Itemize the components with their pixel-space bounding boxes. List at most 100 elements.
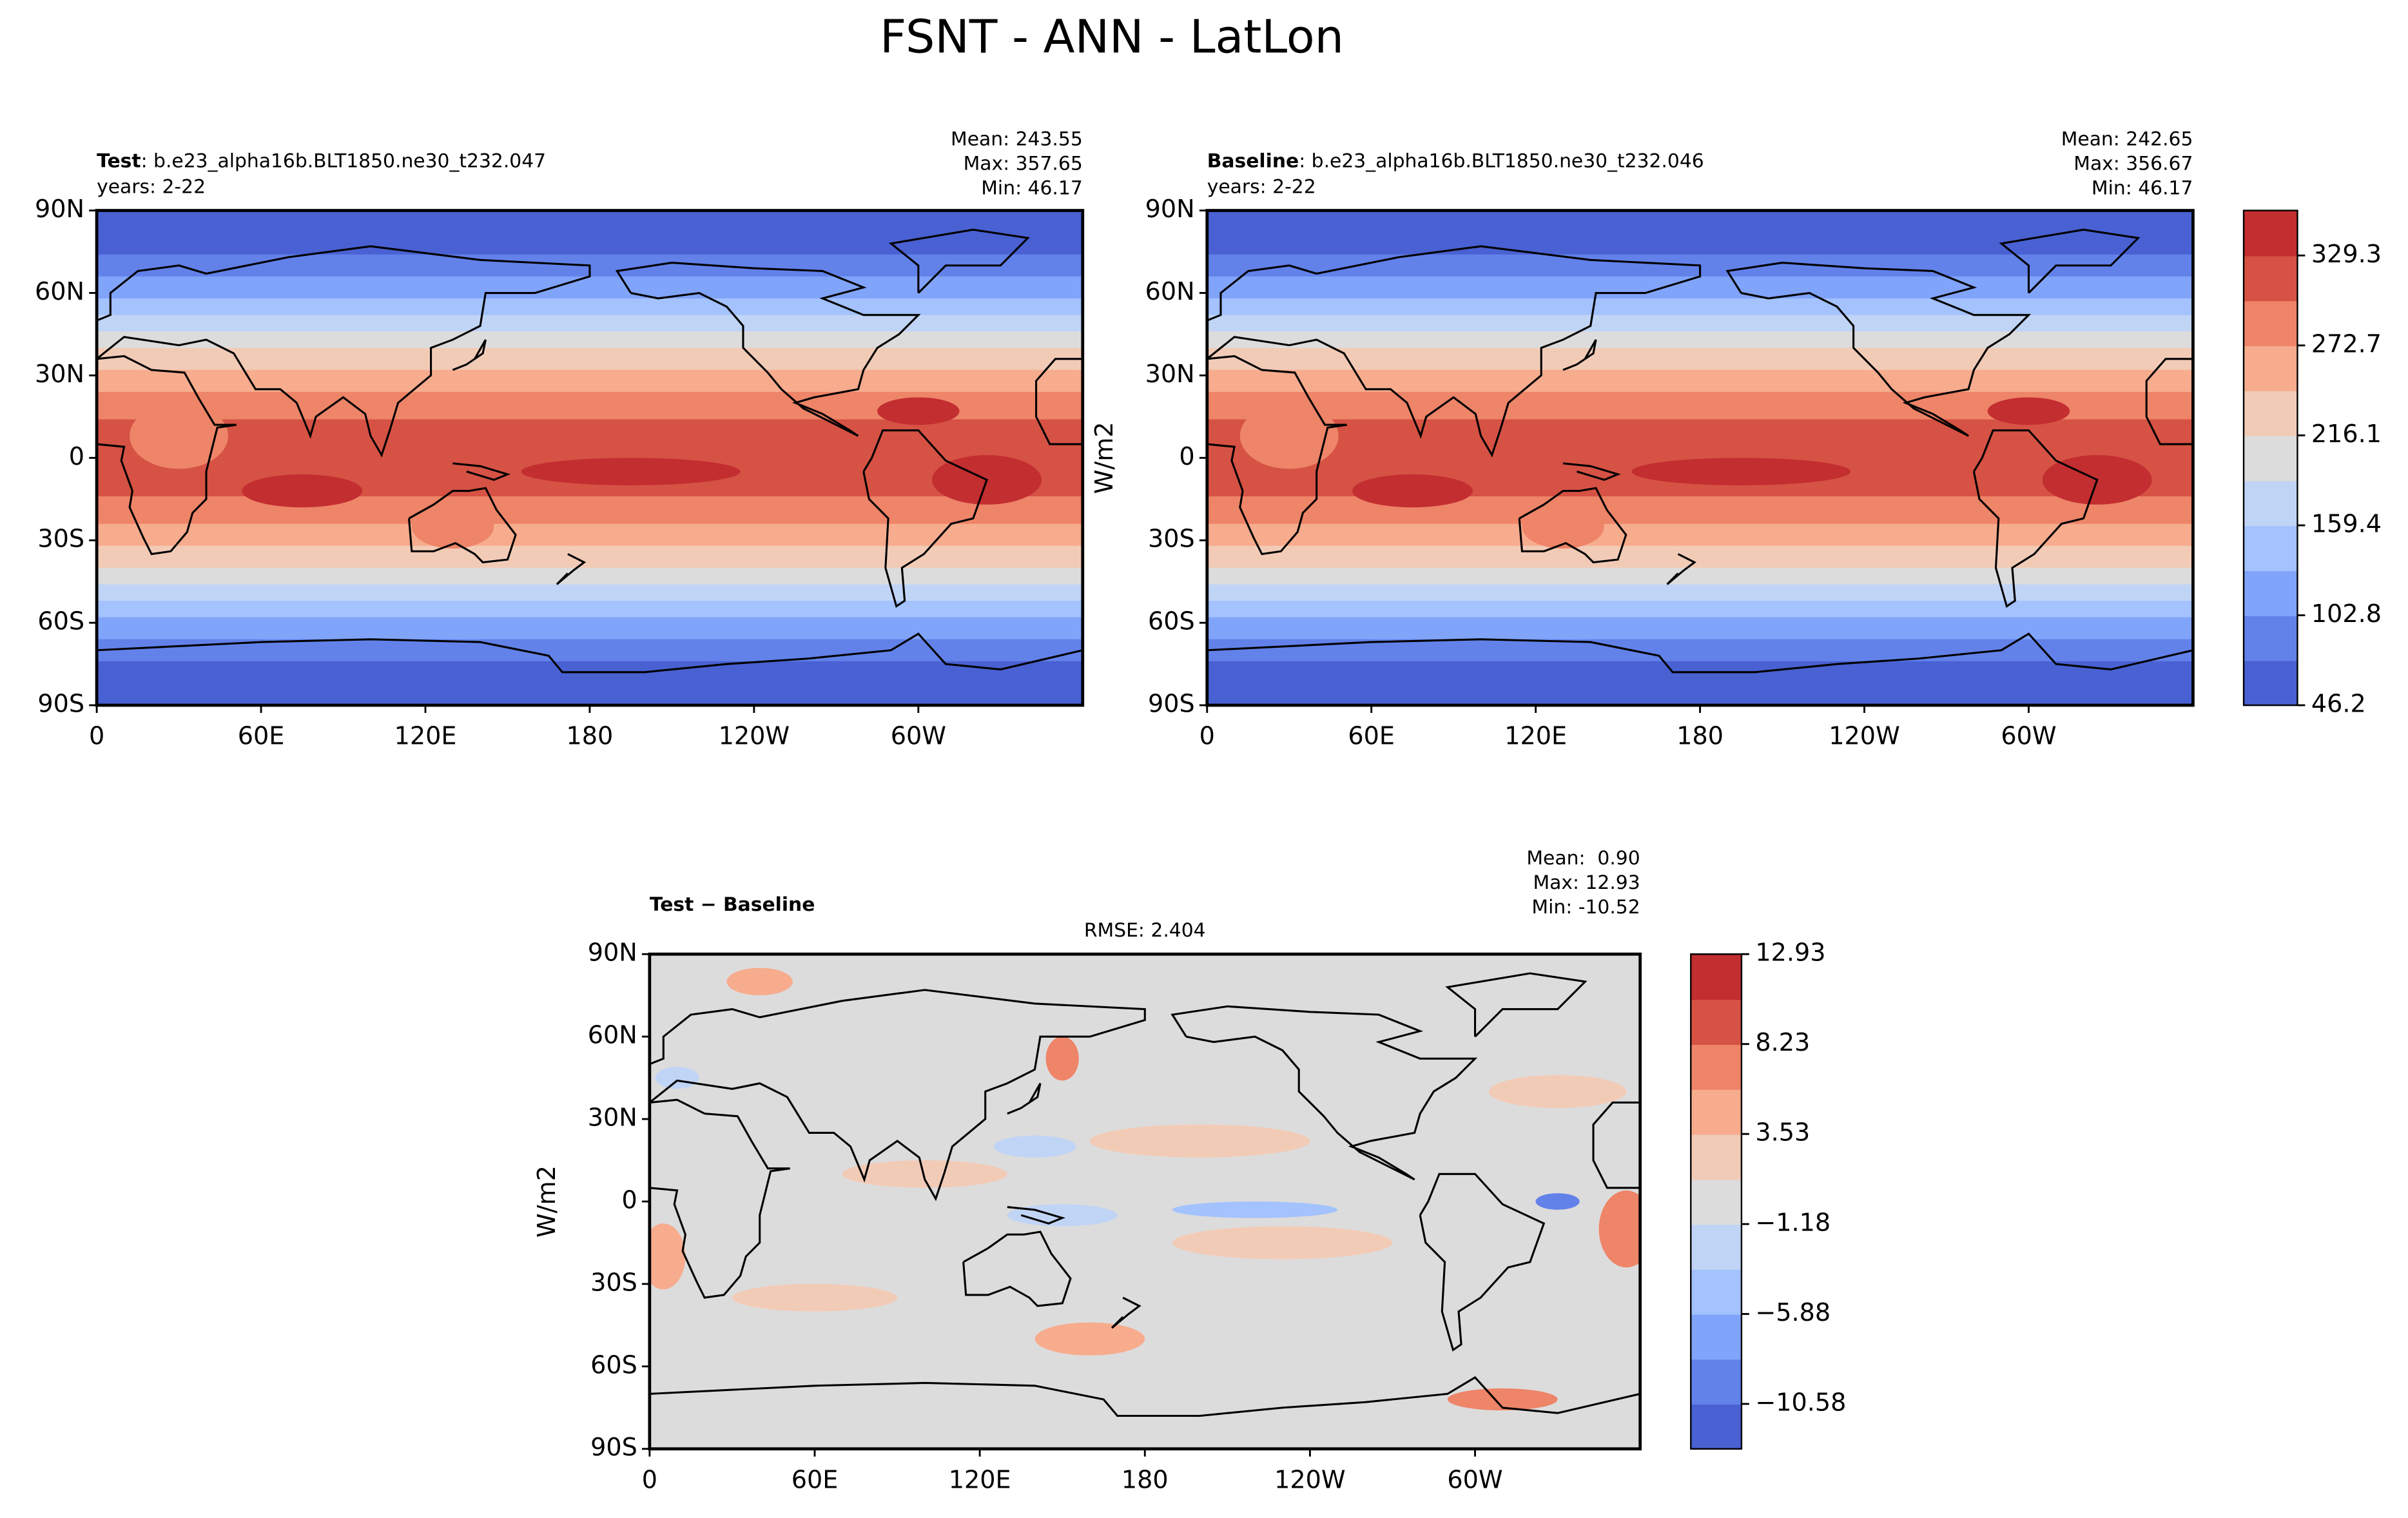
map-field: [97, 210, 1083, 706]
x-tick-label: 180: [1121, 1465, 1169, 1494]
field-band: [1207, 507, 2193, 514]
x-tick-label: 60E: [238, 722, 285, 750]
field-band: [97, 623, 1083, 630]
field-band: [1207, 386, 2193, 393]
field-band: [97, 221, 1083, 228]
field-blob: [411, 504, 494, 549]
coastline: [1666, 553, 1696, 585]
y-tick-label: 60N: [35, 277, 84, 306]
field-band: [1207, 452, 2193, 459]
colorbar-band: [1691, 1223, 1742, 1270]
colorbar-tick-label: 216.1: [2311, 420, 2382, 448]
field-band: [97, 501, 1083, 509]
field-band: [97, 309, 1083, 316]
coastline: [1562, 462, 1621, 482]
field-band: [1207, 441, 2193, 448]
field-band: [1207, 391, 2193, 398]
field-blob: [993, 1135, 1076, 1158]
field-band: [97, 677, 1083, 685]
y-tick-label: 0: [69, 442, 84, 471]
field-band: [1207, 601, 2193, 607]
field-band: [97, 238, 1083, 245]
panel-stat: Min: -10.52: [1531, 896, 1640, 919]
field-band: [97, 529, 1083, 536]
x-tick-label: 120E: [394, 722, 457, 750]
y-tick-label: 30S: [1148, 525, 1195, 553]
panel-label-bold: Baseline: [1207, 150, 1299, 172]
field-band: [97, 447, 1083, 454]
field-band: [1207, 309, 2193, 316]
field-band: [97, 436, 1083, 443]
coastline: [962, 1231, 1072, 1307]
field-band: [97, 210, 1083, 217]
field-band: [97, 452, 1083, 459]
figure-title: FSNT - ANN - LatLon: [880, 10, 1344, 63]
field-band: [97, 628, 1083, 635]
field-band: [1207, 672, 2193, 679]
field-band: [1207, 364, 2193, 371]
field-band: [1207, 584, 2193, 591]
panel-label-text: : b.e23_alpha16b.BLT1850.ne30_t232.047: [141, 150, 547, 172]
field-band: [1207, 375, 2193, 382]
field-band: [1207, 688, 2193, 696]
field-band: [1207, 562, 2193, 569]
field-band: [97, 617, 1083, 624]
field-band: [97, 612, 1083, 619]
field-band: [1207, 677, 2193, 685]
field-band: [1207, 254, 2193, 261]
field-band: [97, 216, 1083, 223]
field-band: [1207, 380, 2193, 387]
field-band: [97, 545, 1083, 552]
colorbar-tick-label: 329.3: [2311, 240, 2382, 268]
field-band: [1207, 578, 2193, 585]
panel-stat: Max: 12.93: [1533, 871, 1640, 894]
field-band: [97, 320, 1083, 327]
field-band: [1207, 369, 2193, 376]
coastline: [97, 245, 591, 556]
x-tick-label: 0: [89, 722, 104, 750]
field-band: [97, 688, 1083, 696]
field-blob: [1239, 403, 1339, 469]
x-tick-label: 60W: [1447, 1465, 1502, 1494]
field-band: [1207, 326, 2193, 333]
field-band: [97, 595, 1083, 602]
x-tick-label: 60W: [2001, 722, 2056, 750]
colorbar-band: [1691, 1359, 1742, 1405]
colorbar-tick-label: 46.2: [2311, 690, 2366, 718]
coastline: [649, 1376, 1640, 1417]
field-blob: [1045, 1036, 1079, 1081]
coastline: [1972, 429, 2099, 608]
field-band: [97, 650, 1083, 657]
field-blob: [1631, 458, 1851, 485]
field-band: [97, 556, 1083, 563]
x-tick-label: 120W: [1829, 722, 1899, 750]
panel-note: RMSE: 2.404: [1084, 919, 1206, 942]
field-blob: [732, 1283, 898, 1312]
field-blob: [130, 403, 229, 469]
field-band: [1207, 232, 2193, 239]
field-band: [97, 298, 1083, 305]
field-blob: [655, 1067, 699, 1089]
field-band: [1207, 358, 2193, 365]
coastline: [452, 339, 487, 371]
field-band: [1207, 683, 2193, 690]
coastline: [1725, 262, 2032, 437]
field-band: [1207, 551, 2193, 558]
x-tick-label: 120W: [1274, 1465, 1345, 1494]
field-band: [1207, 496, 2193, 503]
field-band: [1207, 221, 2193, 228]
field-band: [97, 578, 1083, 585]
colorbar-band: [2244, 435, 2298, 482]
field-blob: [1522, 504, 1604, 549]
field-band: [97, 639, 1083, 646]
x-tick-label: 120W: [719, 722, 790, 750]
field-blob: [1172, 1226, 1393, 1260]
field-band: [1207, 567, 2193, 574]
colorbar-band: [2244, 255, 2298, 302]
panel-label-bold: Test: [97, 150, 141, 172]
y-tick-label: 30S: [37, 525, 84, 553]
coastline: [862, 429, 989, 608]
field-band: [97, 667, 1083, 674]
field-band: [97, 567, 1083, 574]
